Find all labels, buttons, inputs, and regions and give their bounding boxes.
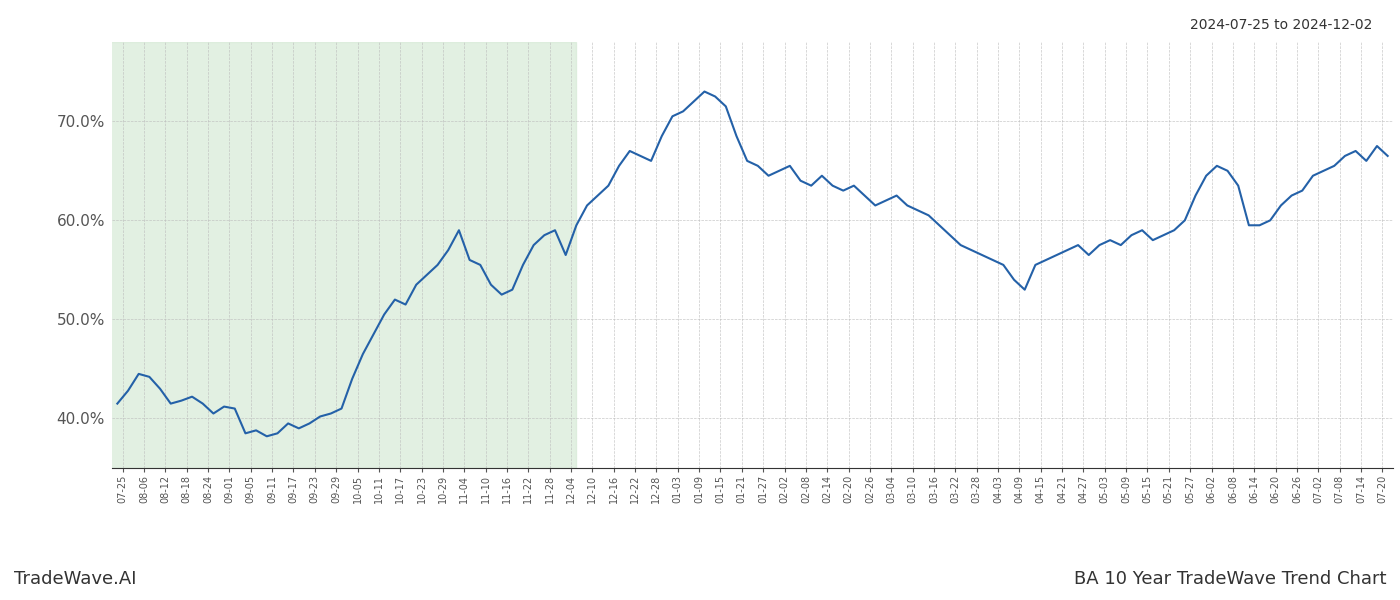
Text: 2024-07-25 to 2024-12-02: 2024-07-25 to 2024-12-02	[1190, 18, 1372, 32]
Text: BA 10 Year TradeWave Trend Chart: BA 10 Year TradeWave Trend Chart	[1074, 570, 1386, 588]
Text: TradeWave.AI: TradeWave.AI	[14, 570, 137, 588]
Bar	[106, 42, 577, 468]
